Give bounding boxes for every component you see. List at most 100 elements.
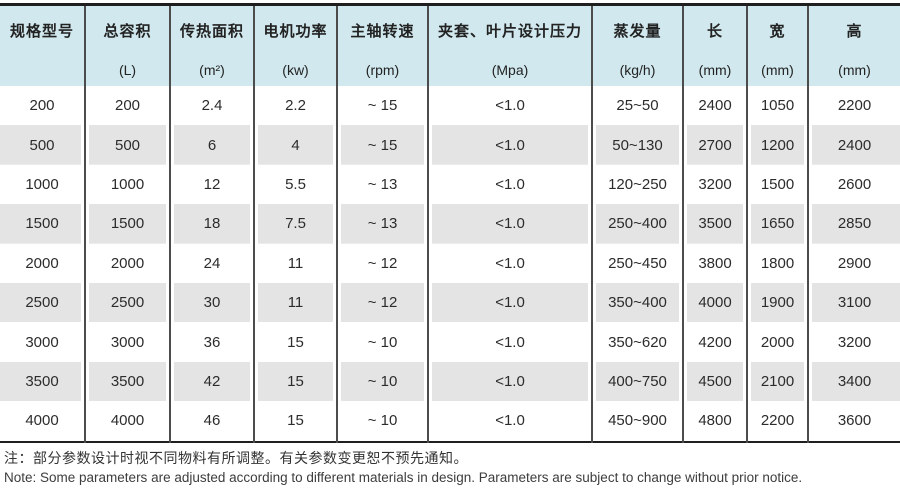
table-cell: <1.0 [428, 204, 593, 244]
table-cell: <1.0 [428, 361, 593, 402]
table-cell: 2200 [808, 86, 900, 126]
column-title: 宽 [769, 23, 786, 40]
table-cell: 46 [170, 401, 255, 442]
table-cell: 2700 [683, 125, 748, 165]
table-cell: 3000 [85, 322, 171, 362]
table-cell: 2400 [683, 86, 748, 126]
table-cell: 1900 [747, 282, 809, 323]
table-row: 4000 4000 46 15 ~ 10 <1.0 450~900 4800 2200 3600 [0, 401, 900, 442]
table-cell: 1500 [85, 204, 171, 244]
table-cell: 3200 [808, 322, 900, 362]
table-cell: 3600 [808, 401, 900, 442]
table-cell: 200 [85, 86, 171, 126]
table-cell: 4000 [85, 401, 171, 442]
column-header-wrap: 规格型号 [0, 6, 83, 86]
column-header-wrap: 夹套、叶片设计压力 (Mpa) [429, 6, 590, 86]
table-cell: 2500 [0, 282, 86, 323]
table-cell: 7.5 [254, 204, 338, 244]
table-cell: 24 [170, 243, 255, 283]
column-title: 传热面积 [179, 23, 244, 40]
table-cell: 50~130 [592, 125, 684, 165]
table-cell: 30 [170, 282, 255, 323]
table-cell: 3500 [0, 361, 86, 402]
column-header-1: 总容积 (L) [85, 4, 171, 86]
table-cell: 2600 [808, 164, 900, 205]
column-header-wrap: 高 (mm) [809, 6, 900, 86]
note-chinese: 注：部分参数设计时视不同物料有所调整。有关参数变更恕不预先通知。 [4, 449, 468, 466]
table-cell: 2900 [808, 243, 900, 283]
column-header-wrap: 长 (mm) [684, 6, 745, 86]
table-cell: 15 [254, 401, 338, 442]
table-cell: ~ 15 [337, 125, 429, 165]
table-cell: <1.0 [428, 243, 593, 283]
column-unit: (L) [118, 62, 137, 78]
table-cell: <1.0 [428, 401, 593, 442]
table-cell: 1200 [747, 125, 809, 165]
table-cell: 1650 [747, 204, 809, 244]
table-cell: 1500 [747, 164, 809, 205]
table-cell: <1.0 [428, 86, 593, 126]
table-cell: 2.2 [254, 86, 338, 126]
column-header-9: 高 (mm) [808, 4, 900, 86]
table-cell: 2200 [747, 401, 809, 442]
table-cell: 4000 [0, 401, 86, 442]
table-cell: 15 [254, 322, 338, 362]
column-header-6: 蒸发量 (kg/h) [592, 4, 684, 86]
column-unit: (kg/h) [619, 62, 656, 78]
column-header-wrap: 总容积 (L) [86, 6, 168, 86]
table-row: 3500 3500 42 15 ~ 10 <1.0 400~750 4500 2100 3400 [0, 361, 900, 402]
table-body: 200 200 2.4 2.2 ~ 15 <1.0 25~50 2400 1050 2200 500… [0, 86, 900, 442]
table-cell: 3500 [85, 361, 171, 402]
table-cell: 25~50 [592, 86, 684, 126]
table-cell: 15 [254, 361, 338, 402]
table-cell: ~ 15 [337, 86, 429, 126]
column-header-wrap: 传热面积 (m²) [171, 6, 252, 86]
table-row: 3000 3000 36 15 ~ 10 <1.0 350~620 4200 2000 3200 [0, 322, 900, 362]
column-header-wrap: 电机功率 (kw) [255, 6, 335, 86]
column-unit: (mm) [761, 62, 794, 78]
table-row: 500 500 6 4 ~ 15 <1.0 50~130 2700 1200 2400 [0, 125, 900, 165]
table-cell: 18 [170, 204, 255, 244]
table-cell: 3200 [683, 164, 748, 205]
table-cell: 2100 [747, 361, 809, 402]
column-title: 电机功率 [263, 23, 328, 40]
table-cell: <1.0 [428, 125, 593, 165]
column-title: 长 [706, 23, 723, 40]
table-cell: 2000 [85, 243, 171, 283]
column-unit: (rpm) [365, 62, 400, 78]
table-cell: 2400 [808, 125, 900, 165]
column-title: 总容积 [103, 23, 152, 40]
table-cell: 6 [170, 125, 255, 165]
table-cell: ~ 12 [337, 282, 429, 323]
column-header-0: 规格型号 [0, 4, 86, 86]
table-cell: 42 [170, 361, 255, 402]
table-cell: 11 [254, 282, 338, 323]
column-header-8: 宽 (mm) [747, 4, 809, 86]
column-title: 规格型号 [9, 23, 74, 40]
table-row: 1000 1000 12 5.5 ~ 13 <1.0 120~250 3200 1500 2600 [0, 164, 900, 205]
column-title: 主轴转速 [350, 23, 415, 40]
table-cell: 4 [254, 125, 338, 165]
table-cell: 500 [0, 125, 86, 165]
table-cell: 4000 [683, 282, 748, 323]
table-cell: <1.0 [428, 322, 593, 362]
table-cell: 1000 [85, 164, 171, 205]
table-cell: 3400 [808, 361, 900, 402]
column-unit: (Mpa) [491, 62, 529, 78]
table-cell: 400~750 [592, 361, 684, 402]
table-cell: 200 [0, 86, 86, 126]
column-unit: (mm) [698, 62, 732, 78]
table-cell: ~ 13 [337, 204, 429, 244]
table-row: 2500 2500 30 11 ~ 12 <1.0 350~400 4000 1900 3100 [0, 282, 900, 323]
table-cell: 4800 [683, 401, 748, 442]
table-cell: ~ 13 [337, 164, 429, 205]
table-row: 1500 1500 18 7.5 ~ 13 <1.0 250~400 3500 1650 2850 [0, 204, 900, 244]
table-cell: 120~250 [592, 164, 684, 205]
table-row: 2000 2000 24 11 ~ 12 <1.0 250~450 3800 1800 2900 [0, 243, 900, 283]
table-cell: 5.5 [254, 164, 338, 205]
table-cell: 500 [85, 125, 171, 165]
table-row: 200 200 2.4 2.2 ~ 15 <1.0 25~50 2400 1050 2200 [0, 86, 900, 126]
table-cell: <1.0 [428, 164, 593, 205]
table-cell: 4500 [683, 361, 748, 402]
table-cell: 450~900 [592, 401, 684, 442]
